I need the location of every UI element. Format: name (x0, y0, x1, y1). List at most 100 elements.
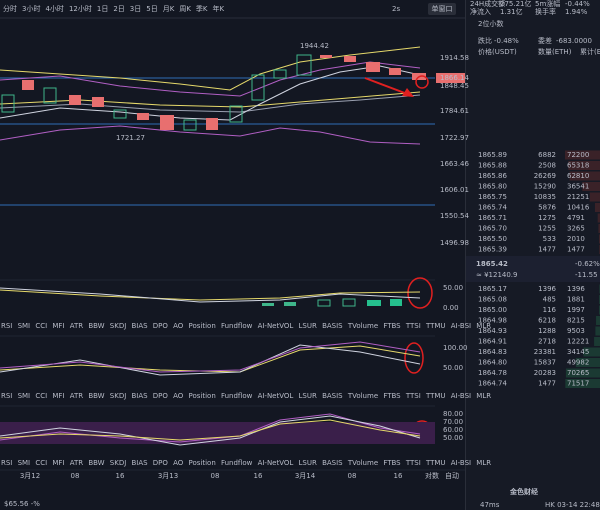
indicator-tab[interactable]: Position (189, 392, 216, 400)
indicator-tab[interactable]: AO (173, 392, 184, 400)
order-qty: 1396 (538, 285, 556, 293)
indicator-tab[interactable]: BASIS (322, 322, 343, 330)
order-price: 1865.39 (478, 246, 507, 254)
indicator-tab[interactable]: RSI (1, 459, 12, 467)
indicator-tab[interactable]: DPO (153, 322, 169, 330)
x-label: 3月13 (158, 472, 178, 480)
indicator-tab[interactable]: ATR (70, 322, 84, 330)
indicator-tab[interactable]: AI-BSI (451, 322, 471, 330)
indicator-tab[interactable]: SKDJ (110, 392, 127, 400)
interval-tab[interactable]: 12小时 (69, 4, 92, 13)
indicator-tab[interactable]: LSUR (299, 459, 317, 467)
ratio-value: -0.48% (494, 37, 519, 45)
indicator-tab[interactable]: CCI (35, 322, 47, 330)
indicator-tab[interactable]: ATR (70, 392, 84, 400)
precision[interactable]: 2位小数 (478, 19, 503, 28)
indicator-tab[interactable]: RSI (1, 392, 12, 400)
indicator-tab[interactable]: Fundflow (221, 459, 253, 467)
indicator-tab[interactable]: Position (189, 459, 216, 467)
indicator-tab[interactable]: AO (173, 459, 184, 467)
scale-option[interactable]: 自动 (445, 471, 459, 480)
interval-tab[interactable]: 2日 (113, 5, 124, 13)
x-label: 3月12 (20, 472, 40, 480)
window[interactable]: 单窗口 (432, 4, 453, 13)
indicator-tab[interactable]: SMI (18, 392, 31, 400)
indicator-tab[interactable]: BBW (88, 392, 104, 400)
order-qty: 6218 (538, 317, 556, 325)
indicator-tab[interactable]: MLR (476, 459, 491, 467)
indicator-tab[interactable]: MFI (52, 392, 64, 400)
indicator-tab[interactable]: Position (189, 322, 216, 330)
column-header: 累计(ETH) (580, 47, 600, 56)
indicator-tab[interactable]: AI-BSI (451, 392, 471, 400)
interval-tab[interactable]: 分时 (3, 4, 17, 13)
indicator-tab[interactable]: LSUR (299, 322, 317, 330)
indicator-tab[interactable]: TTMU (425, 459, 446, 467)
refresh[interactable]: 2s (392, 5, 400, 13)
indicator-tab[interactable]: SKDJ (110, 322, 127, 330)
indicator-tab[interactable]: TTSI (405, 322, 421, 330)
indicator-tab[interactable]: RSI (1, 322, 12, 330)
order-price: 1865.74 (478, 204, 507, 212)
indicator-tab[interactable]: CCI (35, 459, 47, 467)
indicator-tab[interactable]: FTBS (383, 392, 401, 400)
indicator-tab[interactable]: BASIS (322, 392, 343, 400)
indicator-tab[interactable]: BBW (88, 459, 104, 467)
grid (0, 279, 465, 471)
interval-tab[interactable]: 5日 (146, 5, 157, 13)
order-price: 1864.91 (478, 338, 507, 346)
indicator-tab[interactable]: SMI (18, 322, 31, 330)
indicator-tab[interactable]: TVolume (347, 392, 378, 400)
interval-tab[interactable]: 3日 (130, 5, 141, 13)
interval-tab[interactable]: 季K (196, 4, 208, 13)
indicator-tab[interactable]: AI-BSI (451, 459, 471, 467)
indicator-tab[interactable]: MFI (52, 322, 64, 330)
order-cum: 21251 (567, 193, 589, 201)
indicator-tab[interactable]: FTBS (383, 322, 401, 330)
indicator-tab[interactable]: BBW (88, 322, 104, 330)
indicator-tab[interactable]: SKDJ (110, 459, 127, 467)
x-label: 16 (394, 472, 403, 480)
indicator-tab[interactable]: TTSI (405, 392, 421, 400)
window-button[interactable] (428, 3, 456, 15)
indicator-tab[interactable]: LSUR (299, 392, 317, 400)
indicator-tab[interactable]: TTSI (405, 459, 421, 467)
indicator-tab[interactable]: BIAS (131, 459, 148, 467)
annotation: 1721.27 (116, 134, 145, 142)
indicator-tab[interactable]: AO (173, 322, 184, 330)
indicator-tab[interactable]: MLR (476, 392, 491, 400)
interval-tab[interactable]: 月K (163, 5, 175, 13)
interval-tab[interactable]: 周K (179, 5, 191, 13)
interval-tab[interactable]: 3小时 (22, 4, 40, 13)
panel-label: 50.00 (443, 434, 463, 442)
indicator-tab[interactable]: TVolume (347, 459, 378, 467)
order-cum: 2010 (567, 235, 585, 243)
indicator-tab[interactable]: DPO (153, 459, 169, 467)
interval-tab[interactable]: 1日 (97, 5, 108, 13)
indicator-tab[interactable]: Fundflow (221, 392, 253, 400)
indicator-tab[interactable]: BIAS (131, 392, 148, 400)
scale-option[interactable]: 对数 (425, 471, 439, 480)
indicator-tab[interactable]: AI-NetVOL (258, 392, 294, 400)
indicator-tab[interactable]: FTBS (383, 459, 401, 467)
price-label: 1663.46 (440, 160, 469, 168)
indicator-tab[interactable]: MFI (52, 459, 64, 467)
order-price: 1864.83 (478, 348, 507, 356)
indicator-tab[interactable]: TVolume (347, 322, 378, 330)
interval-tab[interactable]: 4小时 (45, 4, 63, 13)
indicator-tab[interactable]: SMI (18, 459, 31, 467)
indicator-tab[interactable]: DPO (153, 392, 169, 400)
indicator-tab[interactable]: AI-NetVOL (258, 459, 294, 467)
indicator-tab[interactable]: BIAS (131, 322, 148, 330)
indicator-tab[interactable]: CCI (35, 392, 47, 400)
indicator-tab[interactable]: AI-NetVOL (258, 322, 294, 330)
indicator-tab[interactable]: MLR (476, 322, 491, 330)
indicator-tab[interactable]: BASIS (322, 459, 343, 467)
interval-tab[interactable]: 年K (213, 4, 225, 13)
indicator-tab[interactable]: TTMU (425, 322, 446, 330)
depth-bar (565, 379, 600, 388)
indicator-tab[interactable]: ATR (70, 459, 84, 467)
indicator-tab[interactable]: Fundflow (221, 322, 253, 330)
indicator-tab[interactable]: TTMU (425, 392, 446, 400)
